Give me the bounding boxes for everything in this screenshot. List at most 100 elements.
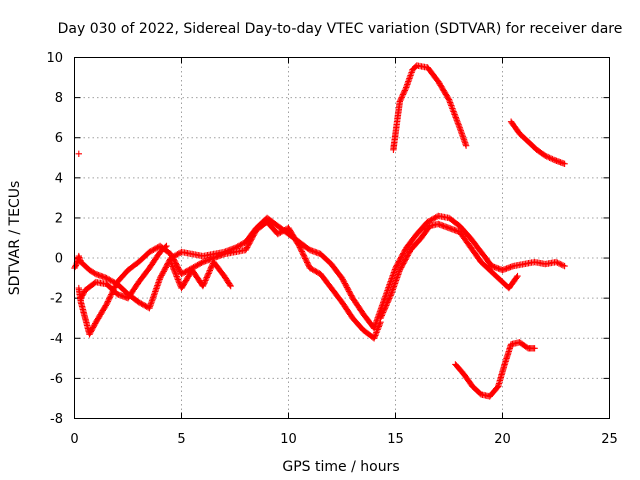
data-point — [305, 262, 312, 269]
data-point — [404, 252, 411, 259]
data-point — [308, 265, 315, 272]
data-point — [162, 243, 169, 251]
data-point — [543, 153, 550, 160]
data-point — [175, 250, 182, 257]
y-tick-label: -2 — [50, 292, 63, 307]
data-point — [204, 271, 212, 278]
data-point — [239, 240, 247, 247]
data-point — [389, 286, 396, 293]
data-point — [405, 78, 412, 85]
data-point — [396, 98, 403, 105]
data-point — [396, 268, 403, 275]
data-point — [452, 112, 459, 120]
data-point — [462, 142, 470, 149]
data-point — [112, 281, 120, 289]
data-point — [87, 328, 95, 335]
data-point — [275, 230, 283, 237]
data-point — [167, 258, 174, 266]
data-point — [152, 245, 160, 252]
data-point — [103, 301, 110, 308]
data-point — [167, 250, 174, 258]
data-point — [340, 277, 347, 284]
data-point — [279, 227, 287, 235]
data-point — [400, 258, 408, 266]
data-point — [249, 233, 256, 240]
data-point — [398, 264, 405, 271]
data-point — [547, 155, 555, 162]
data-point — [142, 302, 149, 310]
data-point — [398, 94, 405, 101]
data-point — [251, 229, 259, 236]
series-outlier — [75, 150, 82, 157]
data-point — [161, 266, 168, 274]
data-point — [154, 282, 161, 289]
data-point — [205, 270, 212, 277]
data-point — [561, 160, 568, 167]
data-point — [383, 300, 390, 308]
data-point — [173, 273, 180, 280]
data-point — [313, 268, 320, 275]
y-axis-label: SDTVAR / TECUs — [7, 181, 23, 296]
data-point — [342, 281, 349, 288]
data-point — [399, 92, 406, 100]
data-point — [105, 296, 112, 304]
data-point — [338, 274, 346, 282]
data-point — [182, 268, 189, 275]
y-tick-label: -8 — [50, 412, 63, 427]
data-point — [92, 320, 99, 327]
data-point — [91, 321, 98, 329]
y-tick-label: 4 — [55, 171, 63, 186]
data-point — [384, 299, 391, 306]
y-tick-label: -6 — [50, 372, 63, 387]
data-point — [309, 266, 316, 273]
data-point — [398, 262, 406, 270]
data-point — [561, 262, 568, 270]
data-point — [203, 274, 210, 281]
data-point — [400, 250, 407, 257]
data-point — [401, 87, 409, 94]
data-point — [136, 299, 144, 307]
data-point — [451, 111, 458, 118]
data-point — [304, 260, 312, 268]
data-point — [373, 327, 381, 335]
data-point — [370, 335, 378, 342]
data-point — [460, 135, 467, 142]
data-point — [447, 100, 454, 108]
data-point — [168, 260, 175, 267]
data-point — [170, 256, 177, 263]
data-point — [514, 272, 521, 280]
data-point — [200, 281, 207, 288]
data-point — [300, 251, 307, 258]
data-point — [445, 95, 452, 102]
series-track-c — [77, 242, 170, 302]
series-track-g — [507, 118, 568, 167]
data-point — [372, 332, 379, 339]
data-point — [299, 249, 306, 257]
data-point — [345, 288, 353, 295]
data-point — [108, 291, 115, 298]
data-point — [394, 260, 401, 268]
data-point — [227, 282, 234, 290]
data-point — [89, 324, 97, 331]
data-point — [397, 265, 404, 272]
data-point — [395, 258, 403, 265]
data-point — [531, 345, 538, 352]
data-point — [169, 263, 176, 270]
data-point — [406, 73, 414, 81]
data-point — [381, 306, 388, 313]
data-point — [453, 115, 460, 122]
x-tick-label: 0 — [70, 432, 78, 447]
data-point — [407, 70, 415, 78]
data-point — [159, 269, 167, 276]
data-point — [388, 291, 395, 298]
data-point — [162, 264, 169, 271]
data-point — [150, 246, 157, 253]
y-tick-labels: -8 -6 -4 -2 0 2 4 6 8 10 — [46, 51, 63, 427]
data-point — [552, 258, 560, 266]
x-tick-label: 10 — [280, 432, 297, 447]
data-point — [235, 242, 243, 249]
data-point — [72, 262, 80, 269]
data-point — [542, 152, 549, 159]
data-point — [139, 301, 146, 308]
data-point — [405, 249, 413, 256]
